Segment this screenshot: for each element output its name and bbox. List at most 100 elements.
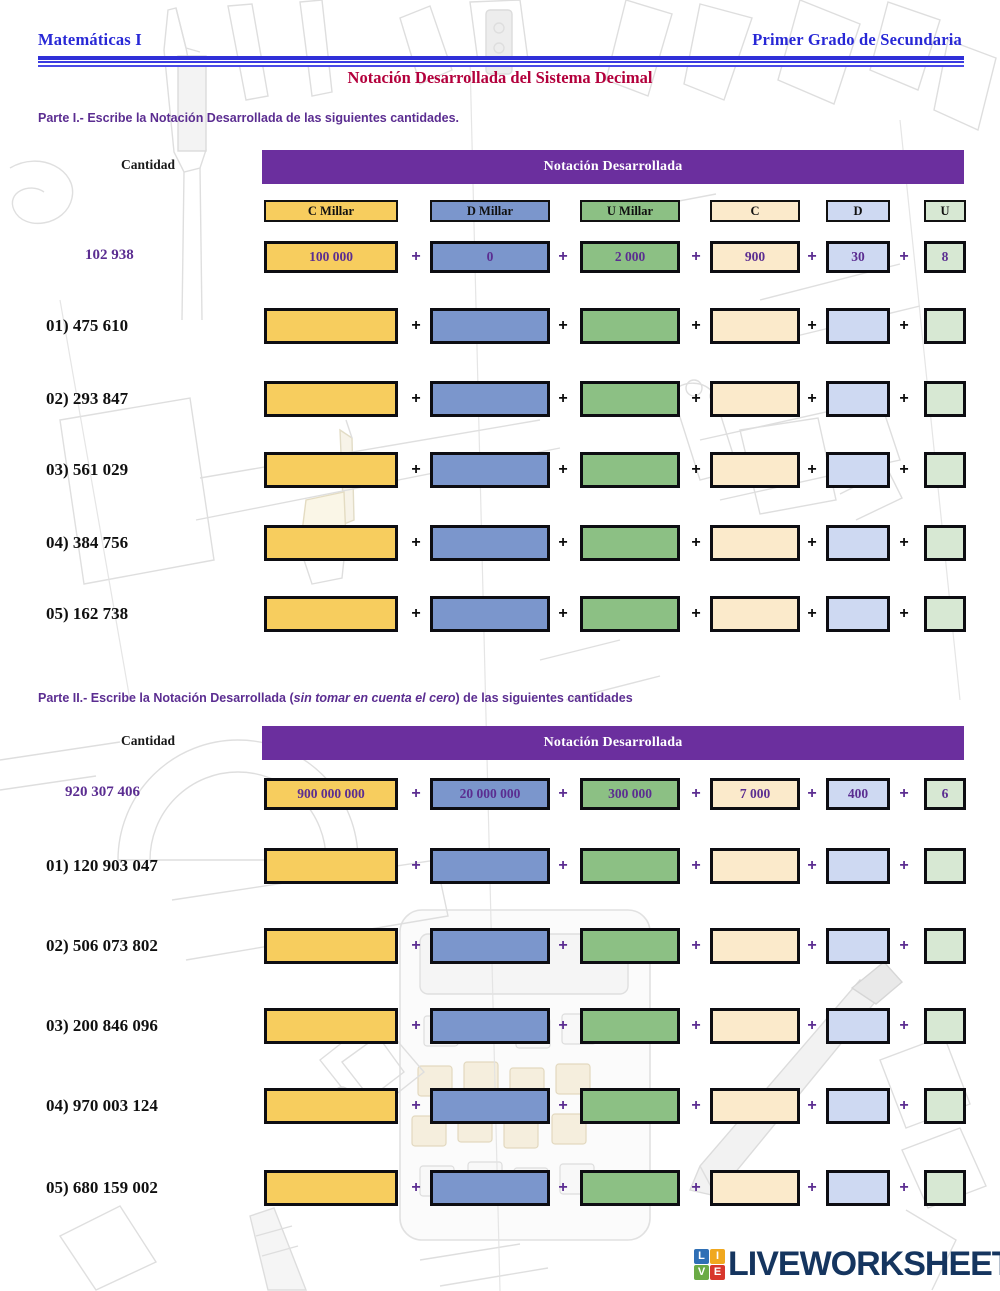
part1-row-5-plus-0: + <box>411 605 421 622</box>
part2-row-2-plus-2: + <box>691 937 701 954</box>
part2-row-4-plus-2: + <box>691 1097 701 1114</box>
part2-row-5-box-decenas[interactable] <box>826 1170 890 1206</box>
part2-row-2-box-unidades[interactable] <box>924 928 966 964</box>
part2-row-1-box-unidades[interactable] <box>924 848 966 884</box>
part2-row-2-box-d_millar[interactable] <box>430 928 550 964</box>
header-divider <box>38 56 964 67</box>
part1-row-2-plus-3: + <box>807 390 817 407</box>
part2-row-5-box-d_millar[interactable] <box>430 1170 550 1206</box>
part2-row-4-box-decenas[interactable] <box>826 1088 890 1124</box>
part1-row-2-plus-4: + <box>899 390 909 407</box>
part2-row-4-box-unidades[interactable] <box>924 1088 966 1124</box>
part2-row-5-box-u_millar[interactable] <box>580 1170 680 1206</box>
part1-row-4-plus-0: + <box>411 534 421 551</box>
part1-row-1-box-u_millar[interactable] <box>580 308 680 344</box>
part1-row-4-plus-2: + <box>691 534 701 551</box>
part2-row-4-plus-3: + <box>807 1097 817 1114</box>
page-title: Notación Desarrollada del Sistema Decima… <box>347 68 653 87</box>
part2-row-1-box-c_millar[interactable] <box>264 848 398 884</box>
part2-row-1-box-centenas[interactable] <box>710 848 800 884</box>
column-header-decenas: D <box>826 200 890 222</box>
part1-example-box-decenas: 30 <box>826 241 890 273</box>
part2-row-1-plus-0: + <box>411 857 421 874</box>
part1-row-4-box-centenas[interactable] <box>710 525 800 561</box>
part1-row-2-box-decenas[interactable] <box>826 381 890 417</box>
part2-row-3-box-decenas[interactable] <box>826 1008 890 1044</box>
part1-row-3-box-d_millar[interactable] <box>430 452 550 488</box>
part2-row-1-box-u_millar[interactable] <box>580 848 680 884</box>
part1-row-2-box-u_millar[interactable] <box>580 381 680 417</box>
part1-row-2-box-d_millar[interactable] <box>430 381 550 417</box>
part2-row-2-plus-0: + <box>411 937 421 954</box>
column-header-c_millar: C Millar <box>264 200 398 222</box>
part1-row-4-box-c_millar[interactable] <box>264 525 398 561</box>
part1-row-5-box-d_millar[interactable] <box>430 596 550 632</box>
part1-row-5-box-decenas[interactable] <box>826 596 890 632</box>
part1-row-4-box-unidades[interactable] <box>924 525 966 561</box>
part1-row-4-box-u_millar[interactable] <box>580 525 680 561</box>
part2-instruction-italic: sin tomar en cuenta el cero <box>293 691 456 705</box>
part2-row-3-box-centenas[interactable] <box>710 1008 800 1044</box>
part2-row-4-box-c_millar[interactable] <box>264 1088 398 1124</box>
part1-row-1-plus-0: + <box>411 317 421 334</box>
part1-row-5-box-centenas[interactable] <box>710 596 800 632</box>
cantidad-column-label: Cantidad <box>120 157 176 172</box>
part2-row-4-box-u_millar[interactable] <box>580 1088 680 1124</box>
part1-row-5-plus-2: + <box>691 605 701 622</box>
part2-row-2-box-centenas[interactable] <box>710 928 800 964</box>
part1-row-3-box-u_millar[interactable] <box>580 452 680 488</box>
part1-row-1-box-centenas[interactable] <box>710 308 800 344</box>
part1-row-5-plus-1: + <box>558 605 568 622</box>
cantidad-column-label: Cantidad <box>120 733 176 748</box>
part2-row-5-plus-3: + <box>807 1179 817 1196</box>
part2-row-3-box-d_millar[interactable] <box>430 1008 550 1044</box>
part1-banner: Notación Desarrollada <box>262 150 964 184</box>
part2-row-4-plus-1: + <box>558 1097 568 1114</box>
part2-row-2-plus-1: + <box>558 937 568 954</box>
part1-row-2-box-c_millar[interactable] <box>264 381 398 417</box>
part2-row-4-box-centenas[interactable] <box>710 1088 800 1124</box>
part1-row-1-box-c_millar[interactable] <box>264 308 398 344</box>
part2-row-2-box-decenas[interactable] <box>826 928 890 964</box>
part1-row-2-plus-0: + <box>411 390 421 407</box>
part2-row-5-plus-0: + <box>411 1179 421 1196</box>
part2-row-3-box-unidades[interactable] <box>924 1008 966 1044</box>
part2-row-3-box-c_millar[interactable] <box>264 1008 398 1044</box>
part2-row-4-plus-0: + <box>411 1097 421 1114</box>
part1-row-3-box-c_millar[interactable] <box>264 452 398 488</box>
part2-row-1-plus-4: + <box>899 857 909 874</box>
part2-row-2-box-c_millar[interactable] <box>264 928 398 964</box>
part2-example-box-c_millar: 900 000 000 <box>264 778 398 810</box>
part2-instruction-a: Parte II.- Escribe la Notación Desarroll… <box>38 691 294 705</box>
part1-row-2-box-unidades[interactable] <box>924 381 966 417</box>
part1-row-4-box-decenas[interactable] <box>826 525 890 561</box>
part1-row-3-box-decenas[interactable] <box>826 452 890 488</box>
logo-tile-l: L <box>694 1248 709 1264</box>
part1-row-2-box-centenas[interactable] <box>710 381 800 417</box>
part2-row-3-plus-2: + <box>691 1017 701 1034</box>
part2-row-5-quantity: 05) 680 159 002 <box>46 1178 158 1197</box>
part1-row-2-plus-1: + <box>558 390 568 407</box>
part2-row-1-box-d_millar[interactable] <box>430 848 550 884</box>
part2-row-5-box-unidades[interactable] <box>924 1170 966 1206</box>
part2-row-2-plus-3: + <box>807 937 817 954</box>
part1-example-plus-0: + <box>411 248 421 265</box>
part1-example-box-c_millar: 100 000 <box>264 241 398 273</box>
part1-row-4-box-d_millar[interactable] <box>430 525 550 561</box>
part1-row-1-box-d_millar[interactable] <box>430 308 550 344</box>
part2-row-5-box-centenas[interactable] <box>710 1170 800 1206</box>
part1-row-1-box-decenas[interactable] <box>826 308 890 344</box>
part1-row-1-box-unidades[interactable] <box>924 308 966 344</box>
part2-banner: Notación Desarrollada <box>262 726 964 760</box>
part1-row-5-box-unidades[interactable] <box>924 596 966 632</box>
column-header-u_millar: U Millar <box>580 200 680 222</box>
part1-row-5-box-c_millar[interactable] <box>264 596 398 632</box>
part1-row-3-box-unidades[interactable] <box>924 452 966 488</box>
part2-row-1-box-decenas[interactable] <box>826 848 890 884</box>
part2-row-2-box-u_millar[interactable] <box>580 928 680 964</box>
part1-row-3-box-centenas[interactable] <box>710 452 800 488</box>
part2-row-5-box-c_millar[interactable] <box>264 1170 398 1206</box>
part2-row-4-box-d_millar[interactable] <box>430 1088 550 1124</box>
part1-row-5-box-u_millar[interactable] <box>580 596 680 632</box>
part2-row-3-box-u_millar[interactable] <box>580 1008 680 1044</box>
